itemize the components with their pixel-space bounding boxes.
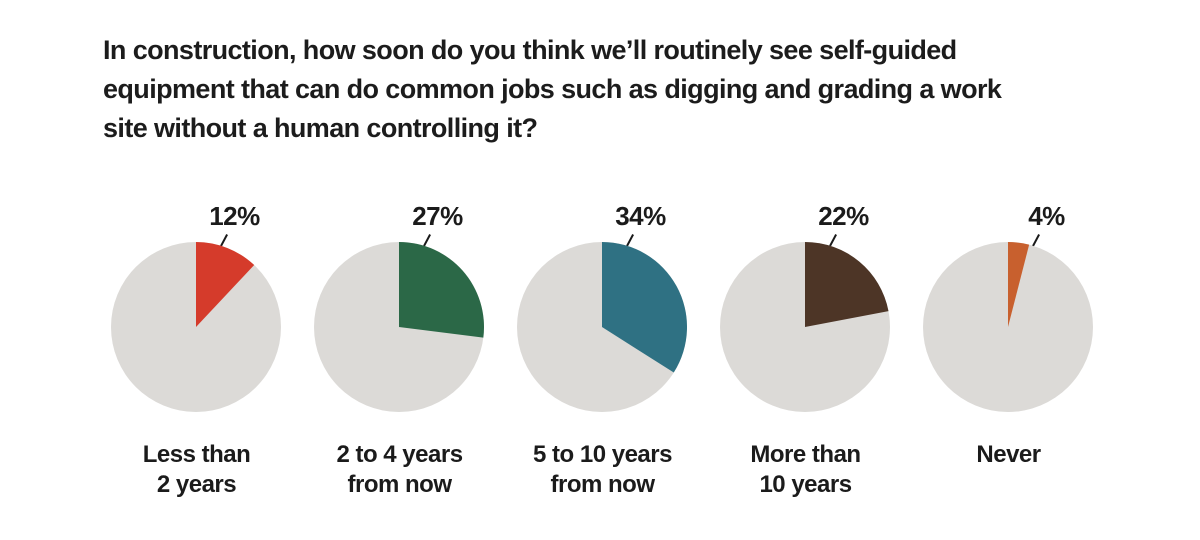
- pie-value-slice: [602, 242, 687, 373]
- pie-chart: [111, 242, 281, 412]
- pie-value-slice: [1008, 242, 1030, 327]
- pie-chart: [923, 242, 1093, 412]
- pie-value-label: 34%: [615, 201, 666, 231]
- pie-value-slice: [399, 242, 484, 338]
- pie-value-label: 22%: [818, 201, 869, 231]
- pie-figure: 4% Never: [907, 200, 1110, 510]
- pie-category-label: Less than 2 years: [142, 441, 251, 498]
- pie-row: 12% Less than 2 years 27% 2 to 4 years from…: [95, 200, 1110, 510]
- pie-chart: [517, 242, 687, 412]
- pie-value-label: 27%: [412, 201, 463, 231]
- pie-figure: 22% More than 10 years: [704, 200, 907, 510]
- pie-category-label: More than 10 years: [750, 441, 861, 498]
- pie-figure: 34% 5 to 10 years from now: [501, 200, 704, 510]
- chart-question-title: In construction, how soon do you think w…: [103, 35, 1002, 143]
- pie-value-label: 12%: [209, 201, 260, 231]
- pie-value-label: 4%: [1028, 201, 1065, 231]
- pie-figure: 27% 2 to 4 years from now: [298, 200, 501, 510]
- pie-category-label: 2 to 4 years from now: [336, 441, 463, 498]
- pie-category-label: Never: [976, 441, 1041, 468]
- pie-value-slice: [196, 242, 255, 327]
- pie-chart: [720, 242, 890, 412]
- pie-value-slice: [805, 242, 889, 327]
- pie-category-label: 5 to 10 years from now: [533, 441, 672, 498]
- pie-chart: [314, 242, 484, 412]
- pie-figure: 12% Less than 2 years: [95, 200, 298, 510]
